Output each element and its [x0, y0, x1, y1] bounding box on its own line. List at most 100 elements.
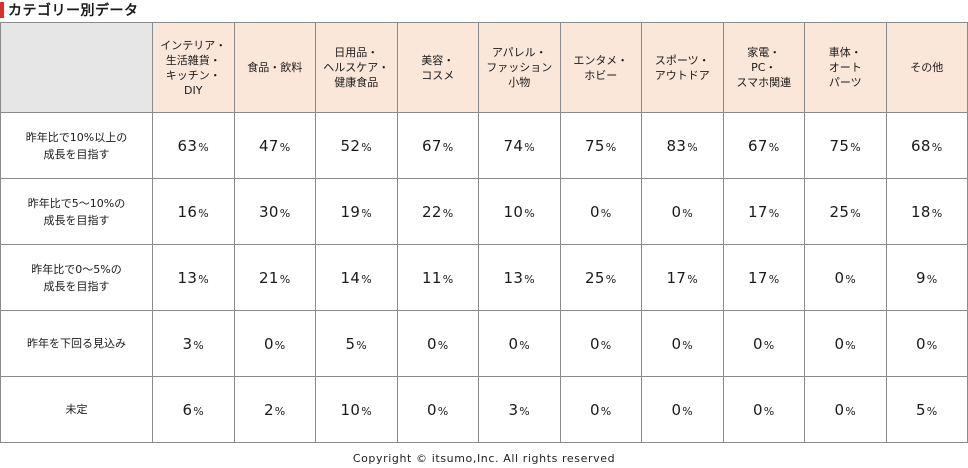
- table-cell-value: 22%: [396, 178, 479, 245]
- table-cell-value: 10%: [478, 178, 561, 245]
- table-row: 昨年比で10%以上の 成長を目指す 63% 47% 52% 67% 74% 75% 83% 67…: [0, 112, 968, 179]
- cell-number: 13: [503, 268, 524, 287]
- table-row: 昨年比で0～5%の 成長を目指す 13% 21% 14% 11% 13% 25% 17% 17%…: [0, 244, 968, 311]
- percent-sign: %: [519, 404, 531, 418]
- percent-sign: %: [198, 272, 209, 286]
- cell-number: 25: [829, 202, 850, 221]
- cell-number: 10: [503, 202, 524, 221]
- table-cell-value: 13%: [478, 244, 561, 311]
- table-cell-value: 0%: [396, 310, 479, 377]
- table-cell-value: 47%: [233, 112, 316, 179]
- table-cell-value: 5%: [885, 376, 968, 443]
- table-cell-value: 25%: [804, 178, 887, 245]
- table-cell-value: 5%: [315, 310, 398, 377]
- cell-number: 0: [752, 400, 763, 419]
- cell-number: 16: [177, 202, 198, 221]
- table-cell-value: 0%: [722, 310, 805, 377]
- table-row: 昨年比で5～10%の 成長を目指す 16% 30% 19% 22% 10% 0% 0% 17% 2…: [0, 178, 968, 245]
- table-cell-value: 0%: [722, 376, 805, 443]
- percent-sign: %: [198, 206, 209, 220]
- table-cell-value: 67%: [722, 112, 805, 179]
- percent-sign: %: [361, 404, 372, 418]
- percent-sign: %: [682, 338, 694, 352]
- title-bar: カテゴリー別データ: [0, 0, 139, 20]
- cell-number: 30: [259, 202, 279, 221]
- percent-sign: %: [931, 140, 943, 154]
- row-label: 昨年比で5～10%の 成長を目指す: [0, 178, 153, 245]
- cell-number: 9: [915, 268, 926, 287]
- percent-sign: %: [524, 272, 535, 286]
- table-cell-value: 63%: [152, 112, 235, 179]
- percent-sign: %: [361, 272, 372, 286]
- title-accent-bar: [0, 2, 4, 18]
- cell-number: 47: [259, 136, 279, 155]
- table-cell-value: 2%: [233, 376, 316, 443]
- row-label: 昨年比で0～5%の 成長を目指す: [0, 244, 153, 311]
- table-cell-value: 0%: [559, 178, 642, 245]
- column-header: 家電・ PC・ スマホ関連: [722, 22, 805, 113]
- percent-sign: %: [600, 206, 612, 220]
- cell-number: 5: [915, 400, 926, 419]
- percent-sign: %: [768, 140, 780, 154]
- percent-sign: %: [931, 206, 943, 220]
- cell-number: 11: [422, 268, 442, 287]
- cell-number: 13: [177, 268, 198, 287]
- category-data-table: インテリア・ 生活雑貨・ キッチン・ DIY 食品・飲料 日用品・ ヘルスケア・ 健…: [0, 22, 968, 443]
- cell-number: 0: [834, 268, 845, 287]
- cell-number: 0: [834, 334, 845, 353]
- table-cell-value: 74%: [478, 112, 561, 179]
- table-cell-value: 19%: [315, 178, 398, 245]
- table-corner-cell: [0, 22, 153, 113]
- table-cell-value: 75%: [804, 112, 887, 179]
- cell-number: 0: [915, 334, 926, 353]
- table-cell-value: 9%: [885, 244, 968, 311]
- percent-sign: %: [605, 140, 617, 154]
- cell-number: 52: [340, 136, 361, 155]
- table-cell-value: 11%: [396, 244, 479, 311]
- cell-number: 18: [911, 202, 931, 221]
- percent-sign: %: [850, 206, 861, 220]
- table-cell-value: 83%: [641, 112, 724, 179]
- row-label: 昨年比で10%以上の 成長を目指す: [0, 112, 153, 179]
- cell-number: 0: [589, 202, 600, 221]
- table-cell-value: 0%: [641, 376, 724, 443]
- percent-sign: %: [682, 404, 694, 418]
- percent-sign: %: [279, 140, 291, 154]
- table-cell-value: 0%: [233, 310, 316, 377]
- percent-sign: %: [687, 272, 698, 286]
- percent-sign: %: [442, 272, 454, 286]
- cell-number: 21: [259, 268, 279, 287]
- table-header-row: インテリア・ 生活雑貨・ キッチン・ DIY 食品・飲料 日用品・ ヘルスケア・ 健…: [0, 22, 968, 113]
- table-cell-value: 14%: [315, 244, 398, 311]
- page-title: カテゴリー別データ: [8, 3, 139, 19]
- cell-number: 14: [340, 268, 361, 287]
- cell-number: 0: [508, 334, 519, 353]
- percent-sign: %: [524, 206, 535, 220]
- percent-sign: %: [682, 206, 694, 220]
- table-cell-value: 52%: [315, 112, 398, 179]
- column-header: インテリア・ 生活雑貨・ キッチン・ DIY: [152, 22, 235, 113]
- cell-number: 75: [585, 136, 605, 155]
- percent-sign: %: [361, 140, 372, 154]
- cell-number: 17: [748, 268, 768, 287]
- table-cell-value: 0%: [559, 310, 642, 377]
- table-cell-value: 17%: [641, 244, 724, 311]
- percent-sign: %: [279, 206, 291, 220]
- column-header: その他: [885, 22, 968, 113]
- table-cell-value: 0%: [478, 310, 561, 377]
- table-cell-value: 13%: [152, 244, 235, 311]
- percent-sign: %: [763, 404, 775, 418]
- column-header: 日用品・ ヘルスケア・ 健康食品: [315, 22, 398, 113]
- percent-sign: %: [768, 206, 780, 220]
- percent-sign: %: [361, 206, 372, 220]
- cell-number: 0: [426, 400, 437, 419]
- column-header: エンタメ・ ホビー: [559, 22, 642, 113]
- table-cell-value: 0%: [396, 376, 479, 443]
- percent-sign: %: [442, 140, 454, 154]
- table-row: 未定 6% 2% 10% 0% 3% 0% 0% 0% 0% 5%: [0, 376, 968, 443]
- table-row: 昨年を下回る見込み 3% 0% 5% 0% 0% 0% 0% 0% 0% 0%: [0, 310, 968, 377]
- column-header: アパレル・ ファッション 小物: [478, 22, 561, 113]
- table-body: 昨年比で10%以上の 成長を目指す 63% 47% 52% 67% 74% 75% 83% 67…: [0, 112, 968, 443]
- column-header: 食品・飲料: [233, 22, 316, 113]
- cell-number: 3: [182, 334, 193, 353]
